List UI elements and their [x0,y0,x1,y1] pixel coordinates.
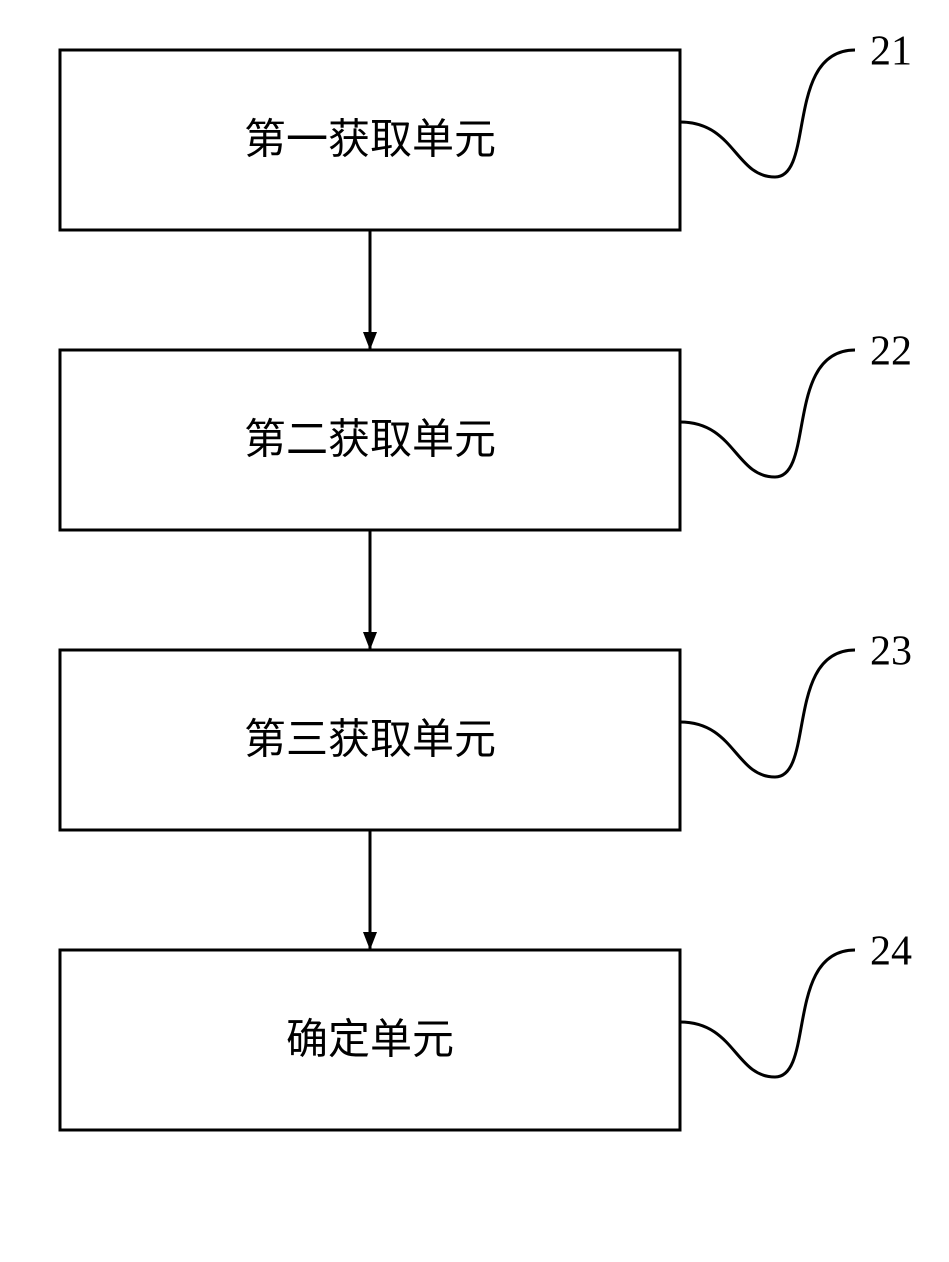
flow-node-number: 23 [870,629,912,675]
flow-node-label: 第二获取单元 [244,418,496,464]
flow-node-number: 21 [870,29,912,75]
flow-node-label: 第三获取单元 [244,718,496,764]
flow-node-label: 第一获取单元 [244,118,496,164]
flow-node-label: 确定单元 [286,1017,454,1064]
flow-node-number: 22 [870,329,912,375]
flow-node-number: 24 [870,929,912,975]
flowchart-canvas: 第一获取单元 21 第二获取单元 22 第三获取单元 23 确定单元 24 [0,0,949,1262]
